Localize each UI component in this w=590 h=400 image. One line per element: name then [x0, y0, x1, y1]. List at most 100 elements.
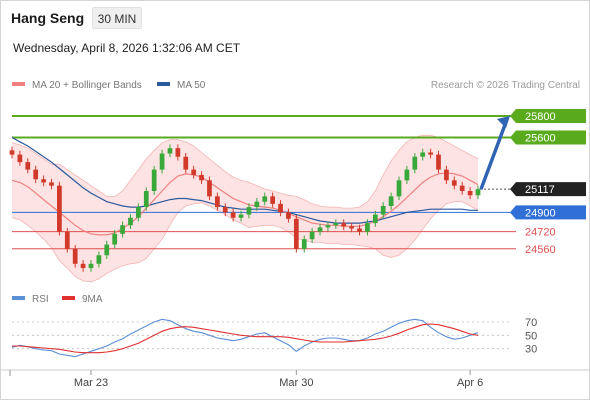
candle-body [388, 196, 394, 206]
level-tag-25600 [510, 130, 586, 145]
legend-ma50: MA 50 [157, 80, 205, 91]
candle-body [246, 207, 252, 215]
level-tag-25117 [510, 182, 586, 197]
candle-body [349, 226, 354, 229]
level-label-25800: 25800 [525, 111, 556, 123]
candle-body [230, 212, 236, 218]
timestamp: Wednesday, April 8, 2026 1:32:06 AM CET [13, 41, 241, 55]
candle-body [380, 205, 386, 215]
rsi-tick-70: 70 [525, 317, 537, 329]
candle-body [365, 223, 370, 232]
level-label-24560: 24560 [525, 244, 556, 256]
candle-body [183, 156, 189, 170]
ma50-label: MA 50 [177, 80, 206, 91]
instrument-title: Hang Seng [11, 10, 85, 26]
ma50-line [11, 136, 478, 224]
rsi-line [11, 318, 479, 358]
candle-body [143, 191, 149, 208]
candle-body [222, 207, 228, 213]
candle-body [191, 169, 197, 175]
candle-body [57, 185, 62, 232]
ma20-swatch [12, 82, 25, 87]
bollinger-upper-line [11, 134, 479, 209]
candle-body [72, 248, 78, 264]
level-label-25117: 25117 [525, 184, 555, 196]
candle-body [199, 174, 204, 181]
candle-body [325, 225, 331, 228]
candle-body [444, 169, 449, 181]
candle-body [286, 212, 291, 219]
candle-body [420, 152, 426, 157]
candle-body [9, 150, 15, 155]
bollinger-lower-line [11, 201, 479, 283]
candle-body [317, 227, 323, 232]
level-label-24900: 24900 [525, 207, 556, 219]
rsi-ma-swatch [62, 296, 75, 301]
candle-body [341, 223, 347, 227]
timeframe-badge[interactable]: 30 MIN [92, 7, 142, 29]
candle-body [136, 207, 141, 218]
ma20-label: MA 20 + Bollinger Bands [32, 80, 142, 91]
rsi-label: RSI [32, 294, 49, 305]
research-credit: Research © 2026 Trading Central [430, 80, 580, 91]
candle-body [175, 148, 181, 157]
rsi-ma-line [12, 323, 479, 354]
candle-body [436, 154, 441, 170]
candle-body [64, 231, 70, 249]
level-label-24720: 24720 [525, 227, 556, 239]
candle-body [270, 196, 276, 204]
candle-body [459, 185, 465, 191]
legend-rsi: RSI [12, 294, 49, 305]
chart-header: Hang Seng 30 MIN [0, 0, 590, 36]
candle-body [25, 162, 31, 170]
level-tag-25800 [510, 109, 586, 124]
candle-body [120, 225, 125, 234]
candle-body [41, 179, 46, 183]
candle-body [372, 214, 378, 224]
candle-body [88, 263, 94, 269]
legend-ma20: MA 20 + Bollinger Bands [12, 80, 142, 91]
candle-body [309, 231, 315, 240]
candle-body [238, 214, 244, 218]
candle-body [151, 169, 157, 191]
candle-body [112, 233, 118, 245]
rsi-tick-50: 50 [525, 330, 537, 342]
level-tag-24900 [510, 205, 586, 220]
ma20-line [11, 172, 479, 236]
candle-body [17, 154, 23, 163]
candle-body [293, 218, 299, 249]
candle-body [207, 180, 212, 197]
candle-body [104, 244, 110, 256]
x-tick-label: Mar 23 [74, 377, 108, 389]
candle-body [128, 217, 133, 226]
candle-body [301, 239, 307, 249]
level-label-25600: 25600 [525, 132, 556, 144]
candle-body [49, 182, 54, 186]
legend-rsi-ma: 9MA [62, 294, 103, 305]
candle-body [428, 152, 433, 155]
candle-body [357, 228, 362, 232]
candle-body [33, 169, 39, 180]
candle-body [262, 196, 268, 202]
rsi-tick-30: 30 [525, 344, 537, 356]
candle-body [475, 189, 481, 196]
candle-body [254, 201, 260, 208]
candle-body [333, 223, 339, 226]
candle-body [96, 255, 102, 264]
candle-body [80, 263, 86, 269]
candle-body [467, 191, 473, 196]
projection-arrow-head [497, 116, 510, 129]
projection-arrow-shaft [479, 121, 508, 190]
candle-body [214, 196, 220, 208]
candle-body [451, 180, 457, 186]
candle-body [396, 180, 402, 197]
candle-body [278, 203, 283, 213]
candle-body [167, 148, 173, 154]
candle-body [412, 156, 418, 170]
x-tick-label: Mar 30 [279, 377, 313, 389]
x-tick-label: Apr 6 [457, 377, 483, 389]
rsi-swatch [12, 296, 25, 301]
ma50-swatch [157, 82, 170, 87]
candle-body [159, 153, 165, 170]
